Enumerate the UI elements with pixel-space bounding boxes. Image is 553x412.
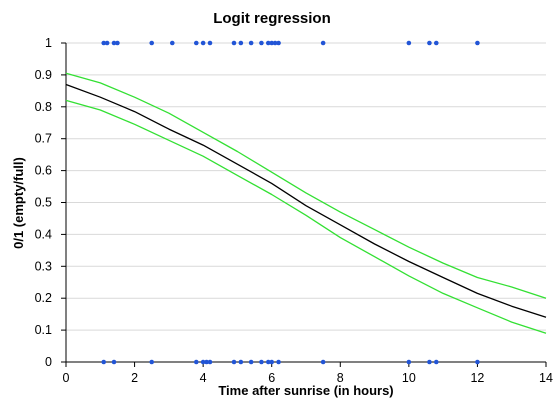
y-tick-label: 1: [45, 36, 52, 50]
chart-title: Logit regression: [213, 10, 331, 27]
observation-point: [320, 40, 326, 46]
observation-point: [269, 40, 275, 46]
x-tick-label: 12: [470, 371, 484, 385]
x-tick-label: 2: [131, 371, 138, 385]
observation-point: [475, 359, 480, 365]
y-tick-label: 0: [45, 355, 52, 369]
observation-point: [475, 40, 480, 46]
observation-point: [238, 40, 244, 46]
axes: [61, 42, 547, 367]
x-tick-label: 14: [539, 371, 553, 385]
y-tick-label: 0.8: [35, 100, 52, 114]
y-tick-label: 0.1: [35, 323, 52, 337]
observation-point: [204, 359, 209, 365]
observation-point: [269, 359, 275, 365]
observation-point: [101, 359, 107, 365]
observation-point: [248, 359, 254, 365]
observation-point: [231, 40, 237, 46]
observation-point: [320, 359, 326, 365]
observation-point: [149, 359, 155, 365]
observation-point: [115, 40, 120, 46]
observation-point: [207, 40, 213, 46]
data-points: [101, 40, 480, 365]
observation-point: [149, 40, 155, 46]
y-tick-label: 0.3: [35, 259, 52, 273]
observation-point: [276, 40, 281, 46]
observation-point: [111, 40, 117, 46]
observation-point: [193, 40, 199, 46]
observation-point: [231, 359, 237, 365]
y-axis-title: 0/1 (empty/full): [11, 157, 26, 249]
confidence-bound-curve: [65, 99, 547, 334]
x-tick-label: 0: [63, 371, 70, 385]
x-tick-label: 6: [268, 371, 275, 385]
x-tick-label: 4: [200, 371, 207, 385]
observation-point: [265, 359, 271, 365]
observation-point: [433, 40, 439, 46]
y-tick-label: 0.5: [35, 196, 52, 210]
observation-point: [276, 359, 281, 365]
fitted-logit-curve: [65, 83, 547, 318]
x-axis-title: Time after sunrise (in hours): [218, 383, 393, 398]
observation-point: [207, 359, 213, 365]
gridlines: [66, 42, 546, 331]
observation-point: [406, 40, 412, 46]
y-tick-label: 0.4: [35, 227, 52, 241]
observation-point: [259, 40, 264, 46]
observation-point: [200, 359, 206, 365]
observation-point: [406, 359, 412, 365]
observation-point: [200, 40, 206, 46]
observation-point: [238, 359, 244, 365]
series-lines: [65, 72, 547, 334]
y-tick-label: 0.9: [35, 68, 52, 82]
observation-point: [433, 359, 439, 365]
observation-point: [259, 359, 264, 365]
observation-point: [248, 40, 254, 46]
observation-point: [169, 40, 175, 46]
observation-point: [427, 40, 432, 46]
observation-point: [272, 40, 278, 46]
x-tick-label: 8: [337, 371, 344, 385]
y-tick-label: 0.6: [35, 164, 52, 178]
y-tick-label: 0.2: [35, 291, 52, 305]
observation-point: [265, 40, 271, 46]
x-tick-labels: 0 2 4 6 8 10 12 14: [63, 371, 553, 385]
y-tick-label: 0.7: [35, 132, 52, 146]
observation-point: [104, 40, 110, 46]
observation-point: [193, 359, 199, 365]
confidence-bound-curve: [65, 72, 547, 299]
observation-point: [111, 359, 117, 365]
x-tick-label: 10: [402, 371, 416, 385]
observation-point: [101, 40, 107, 46]
observation-point: [427, 359, 432, 365]
y-tick-labels: 0 0.1 0.2 0.3 0.4 0.5 0.6 0.7 0.8 0.9 1: [35, 36, 52, 369]
